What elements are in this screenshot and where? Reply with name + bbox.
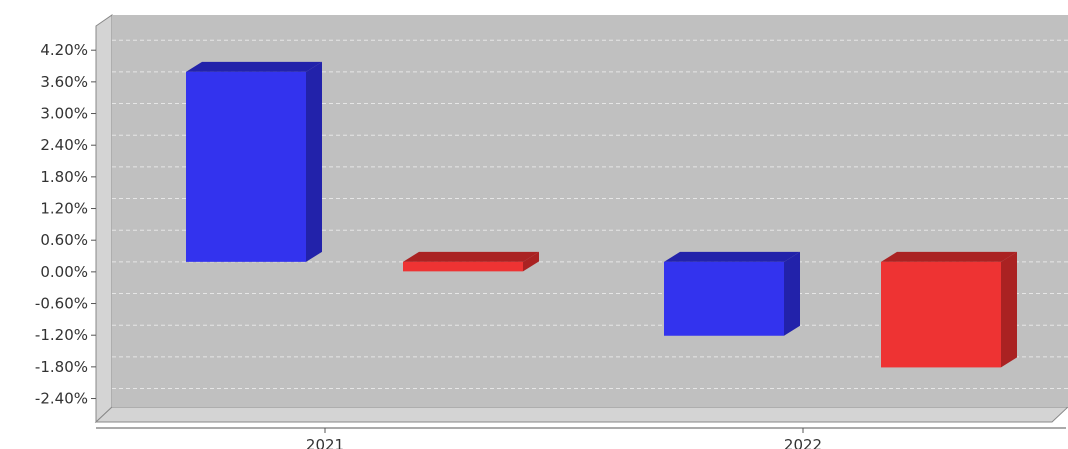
left-wall (95, 14, 113, 424)
y-tick-label: 0.00% (40, 263, 88, 281)
y-tick-label: 3.00% (40, 105, 88, 123)
y-tick-label: 0.60% (40, 231, 88, 249)
y-tick-label: 1.20% (40, 200, 88, 218)
bar-top (881, 251, 1017, 262)
bar-side (523, 251, 539, 272)
x-tick-label: 2022 (784, 436, 822, 449)
bar-top (664, 251, 800, 262)
y-tick-label: -2.40% (35, 390, 88, 408)
bar-top (186, 61, 322, 72)
bar (881, 251, 1017, 368)
y-tick-label: -0.60% (35, 295, 88, 313)
bar-side (1001, 251, 1017, 368)
bar-top (403, 251, 539, 262)
bar-side (306, 61, 322, 262)
floor (94, 406, 1068, 423)
bar-front (186, 71, 306, 262)
y-tick-label: 4.20% (40, 41, 88, 59)
x-tick-label: 2021 (306, 436, 344, 449)
bar-front (664, 261, 784, 336)
bar (186, 61, 322, 262)
y-tick-label: 1.80% (40, 168, 88, 186)
x-axis: 2021 2022 (96, 427, 1066, 449)
bar (664, 251, 800, 336)
y-tick-label: -1.20% (35, 326, 88, 344)
grid-lines (112, 39, 1068, 390)
bar-front (403, 261, 523, 272)
bars (186, 61, 1017, 368)
bar-side (784, 251, 800, 336)
y-axis: 4.20% 3.60% 3.00% 2.40% 1.80% 1.20% 0.60% 0.00%… (35, 41, 96, 408)
bar (403, 251, 539, 272)
bar-front (881, 261, 1001, 368)
y-tick-label: 2.40% (40, 136, 88, 154)
y-tick-label: -1.80% (35, 358, 88, 376)
y-tick-label: 3.60% (40, 73, 88, 91)
